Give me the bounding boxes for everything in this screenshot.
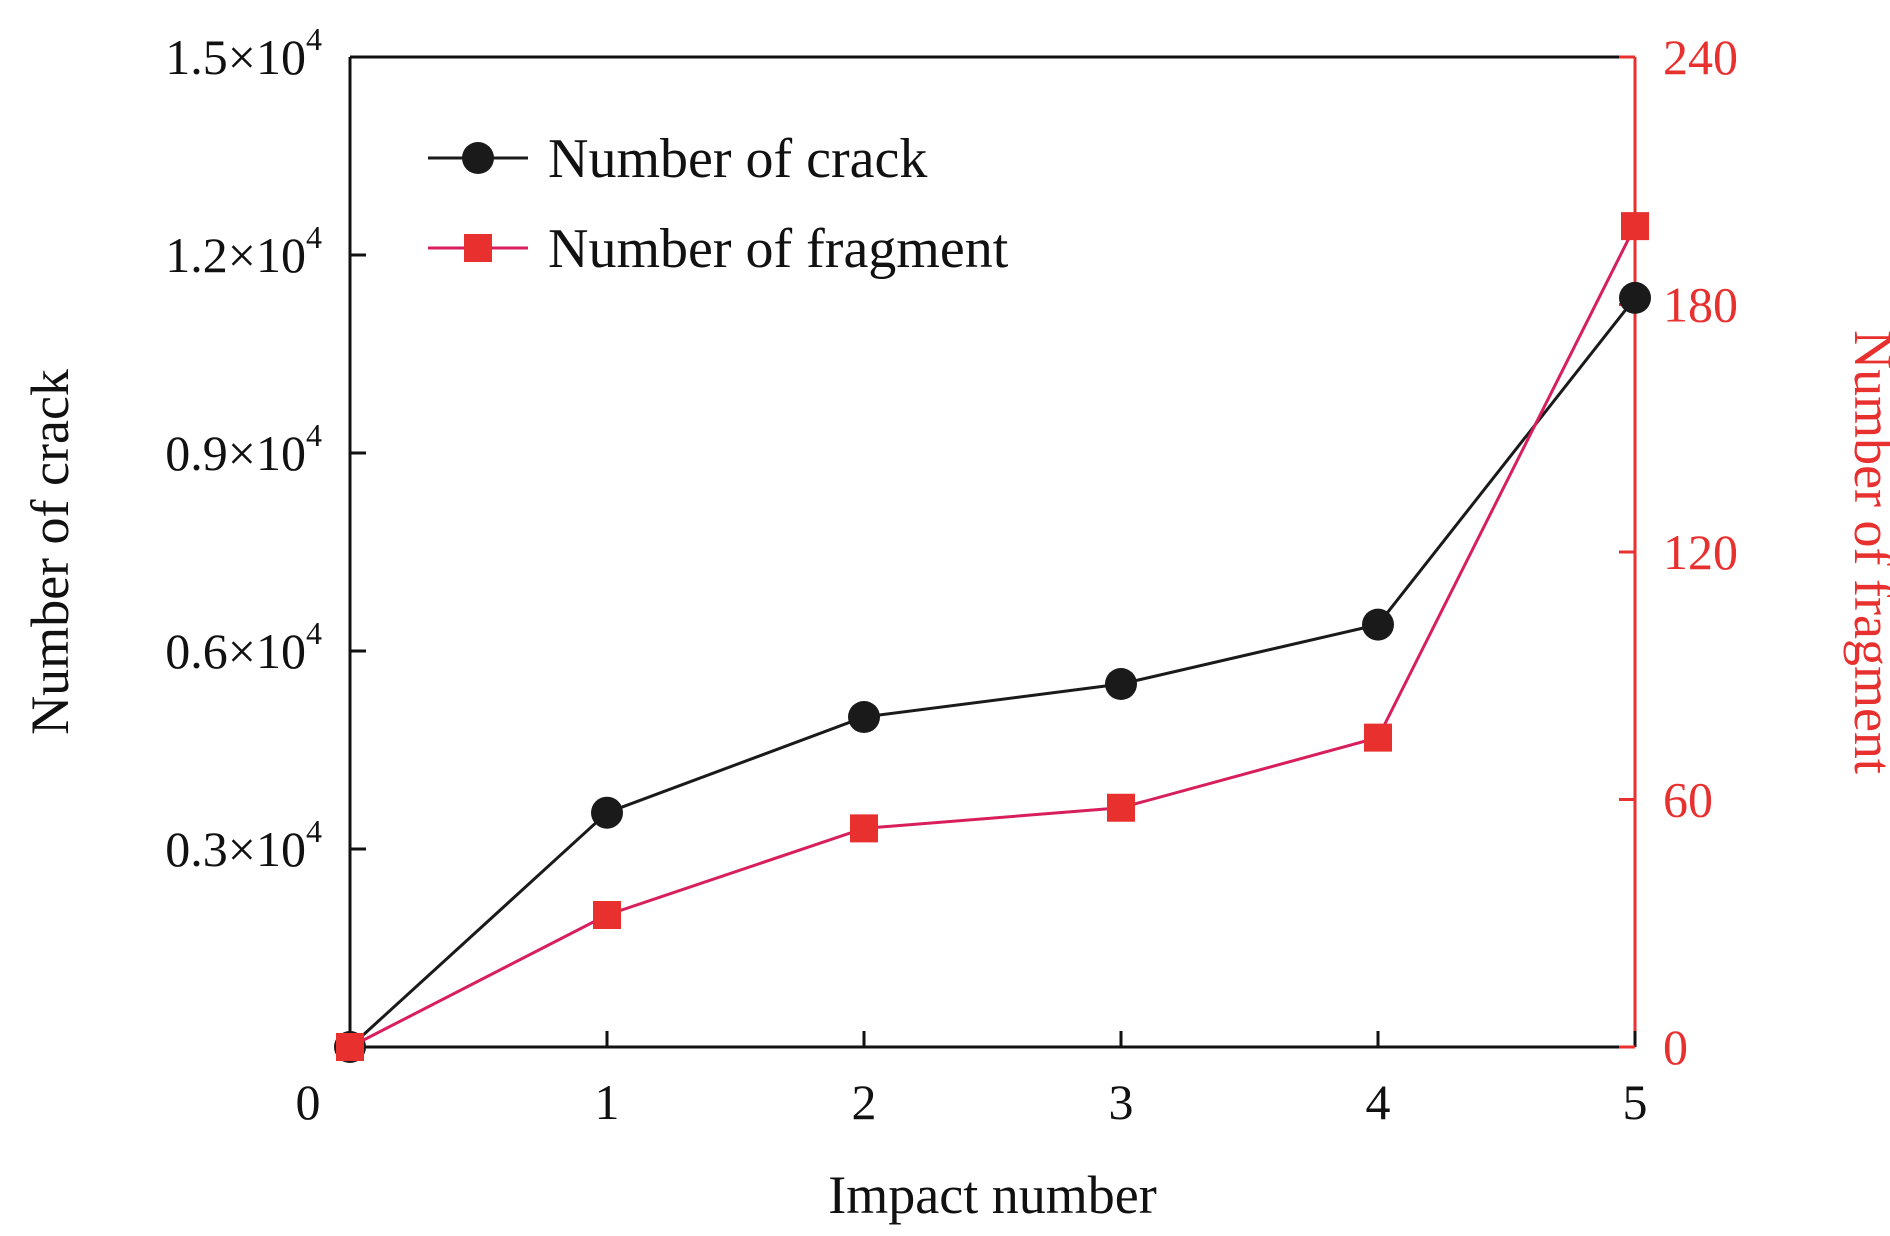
y-axis-left-title: Number of crack [20, 369, 80, 735]
y-left-tick-label: 0.9×104 [165, 417, 322, 481]
tick-exponent: 4 [306, 21, 322, 57]
legend-label: Number of fragment [548, 218, 1009, 280]
y-left-tick-label: 1.5×104 [165, 21, 322, 85]
plot-frame [348, 55, 1637, 1049]
y-left-tick-label: 0.3×104 [165, 813, 322, 877]
tick-exponent: 4 [306, 219, 322, 255]
y-axis-right-title: Number of fragment [1843, 330, 1890, 774]
y-left-tick-label: 1.2×104 [165, 219, 322, 283]
tick-exponent: 4 [306, 615, 322, 651]
y-right-tick-label: 120 [1663, 524, 1738, 580]
series-layer [334, 212, 1651, 1063]
tick-mantissa: 1.2×10 [165, 227, 306, 283]
series-line [349, 225, 1637, 1049]
y-right-tick-label: 60 [1663, 772, 1713, 828]
tick-mantissa: 1.5×10 [165, 29, 306, 85]
tick-mantissa: 0.9×10 [165, 425, 306, 481]
x-tick-label: 2 [852, 1074, 877, 1130]
y-right-tick-label: 0 [1663, 1019, 1688, 1075]
tick-exponent: 4 [306, 813, 322, 849]
series-fragment [336, 212, 1649, 1061]
y-right-tick-label: 240 [1663, 29, 1738, 85]
tick-mantissa: 0.3×10 [165, 821, 306, 877]
x-tick-label: 3 [1109, 1074, 1134, 1130]
x-axis: 0 1 2 3 4 5 [296, 1031, 1648, 1130]
y-right-tick-label: 180 [1663, 277, 1738, 333]
data-point-circle [1619, 281, 1651, 314]
x-tick-label: 4 [1366, 1074, 1391, 1130]
tick-mantissa: 0.6×10 [165, 623, 306, 679]
data-point-circle [591, 796, 623, 829]
series-line [348, 296, 1637, 1049]
data-point-square [1107, 793, 1135, 822]
y-left-tick-label: 0.6×104 [165, 615, 322, 679]
legend-marker-square [464, 234, 492, 262]
data-point-circle [848, 701, 880, 733]
x-tick-label: 0 [296, 1074, 321, 1130]
tick-exponent: 4 [306, 417, 322, 453]
x-axis-title: Impact number [828, 1165, 1156, 1225]
series-crack [334, 281, 1651, 1063]
x-tick-label: 1 [595, 1074, 620, 1130]
data-point-circle [1105, 668, 1137, 700]
legend-marker-circle [462, 142, 494, 174]
data-point-square [1364, 723, 1392, 752]
y-axis-right: 0 60 120 180 240 [1619, 29, 1738, 1075]
data-point-square [850, 814, 878, 843]
legend: Number of crack Number of fragment [428, 128, 1009, 280]
data-point-square [336, 1033, 364, 1061]
x-tick-label: 5 [1623, 1074, 1648, 1130]
data-point-square [1621, 212, 1649, 241]
legend-label: Number of crack [548, 128, 927, 190]
data-point-square [593, 901, 621, 929]
data-point-circle [1362, 608, 1394, 641]
